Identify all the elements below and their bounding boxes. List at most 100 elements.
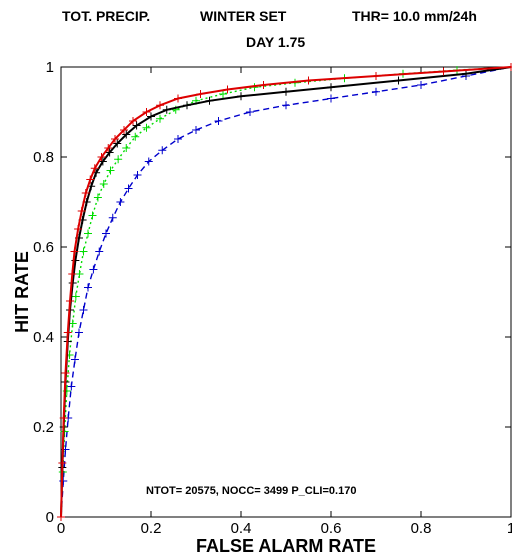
data-point-red	[120, 126, 128, 134]
data-point-blue	[84, 283, 92, 292]
series-line-blue	[60, 66, 512, 518]
data-point-blue	[79, 306, 88, 314]
data-point-black	[132, 121, 141, 130]
data-point-blue	[158, 146, 167, 155]
series-black	[57, 63, 512, 521]
data-point-blue	[102, 229, 110, 238]
data-point-green	[71, 292, 80, 301]
x-tick-label: 1	[507, 520, 512, 537]
data-point-red	[104, 144, 113, 152]
data-point-black	[183, 101, 191, 110]
data-point-red	[259, 81, 268, 89]
data-point-blue	[246, 108, 254, 116]
x-tick-label: 0	[57, 520, 65, 537]
data-point-black	[205, 96, 214, 105]
y-tick-label: 0.6	[33, 239, 54, 256]
data-point-red	[507, 63, 512, 71]
data-point-green	[142, 123, 151, 132]
data-point-black	[462, 69, 470, 78]
data-point-green	[75, 270, 84, 278]
y-tick-label: 0	[46, 509, 54, 526]
data-point-blue	[174, 135, 182, 143]
data-point-red	[77, 207, 86, 215]
data-point-green	[114, 155, 123, 164]
data-point-black	[282, 87, 290, 96]
data-point-red	[59, 414, 68, 422]
data-point-black	[113, 139, 122, 148]
data-point-blue	[108, 213, 117, 222]
data-point-blue	[116, 198, 125, 206]
x-tick-label: 0.2	[141, 520, 162, 537]
data-point-black	[162, 105, 171, 114]
data-point-red	[304, 76, 313, 85]
data-point-red	[111, 135, 119, 143]
y-tick-label: 1	[46, 59, 54, 76]
data-point-red	[81, 189, 90, 197]
data-point-red	[57, 513, 65, 521]
x-tick-label: 0.4	[231, 520, 252, 537]
data-point-green	[131, 132, 140, 141]
data-point-red	[439, 67, 448, 76]
data-point-blue	[95, 247, 104, 256]
data-point-red	[70, 247, 79, 256]
x-tick-label: 0.6	[321, 520, 342, 537]
series-blue	[57, 63, 512, 521]
title-threshold: THR= 10.0 mm/24h	[352, 8, 477, 24]
data-point-red	[142, 108, 151, 116]
x-axis-title: FALSE ALARM RATE	[196, 536, 376, 556]
data-point-black	[394, 76, 403, 85]
data-point-blue	[70, 355, 79, 364]
data-point-green	[122, 144, 131, 152]
data-point-red	[129, 117, 137, 125]
data-point-blue	[144, 157, 153, 166]
data-point-red	[97, 153, 106, 161]
stats-label: NTOT= 20575, NOCC= 3499 P_CLI=0.170	[146, 485, 356, 497]
data-point-red	[86, 175, 95, 184]
data-point-red	[372, 72, 380, 80]
data-point-red	[68, 270, 77, 278]
series-line-green	[60, 66, 512, 518]
data-point-red	[196, 90, 205, 98]
data-point-red	[174, 94, 182, 103]
data-point-blue	[67, 382, 76, 391]
title-set: WINTER SET	[200, 8, 287, 24]
data-point-blue	[214, 117, 223, 125]
y-tick-label: 0.4	[33, 329, 54, 346]
data-point-red	[58, 459, 67, 467]
data-point-blue	[327, 94, 335, 103]
axis-ticks: 0 0.2 0.4 0.6 0.8 1 0 0.2 0.4 0.6 0.8 1	[33, 59, 512, 537]
y-tick-label: 0.2	[33, 419, 54, 436]
data-point-green	[156, 114, 164, 123]
plot-frame	[60, 66, 512, 518]
data-point-red	[66, 297, 74, 305]
series-layer	[57, 63, 512, 521]
data-point-black	[147, 112, 155, 121]
y-tick-label: 0.8	[33, 149, 54, 166]
data-point-green	[88, 211, 97, 220]
y-axis-title: HIT RATE	[12, 251, 32, 333]
series-line-red	[60, 66, 512, 518]
data-point-green	[79, 247, 88, 256]
title-day: DAY 1.75	[246, 34, 305, 50]
data-point-blue	[124, 184, 133, 193]
data-point-red	[63, 328, 72, 337]
data-point-blue	[192, 126, 200, 134]
title-variable: TOT. PRECIP.	[62, 8, 150, 24]
data-point-black	[105, 148, 114, 157]
data-point-blue	[75, 328, 83, 337]
data-point-green	[106, 166, 115, 175]
data-point-red	[74, 225, 83, 233]
data-point-green	[219, 90, 227, 98]
data-point-blue	[89, 265, 98, 274]
data-point-green	[93, 193, 102, 202]
data-point-green	[99, 180, 108, 188]
data-point-green	[84, 229, 92, 238]
data-point-red	[156, 101, 164, 110]
data-point-blue	[59, 477, 68, 485]
data-point-blue	[282, 101, 290, 110]
data-point-blue	[417, 81, 425, 89]
data-point-black	[237, 92, 245, 101]
data-point-black	[98, 157, 107, 166]
data-point-black	[327, 83, 335, 92]
